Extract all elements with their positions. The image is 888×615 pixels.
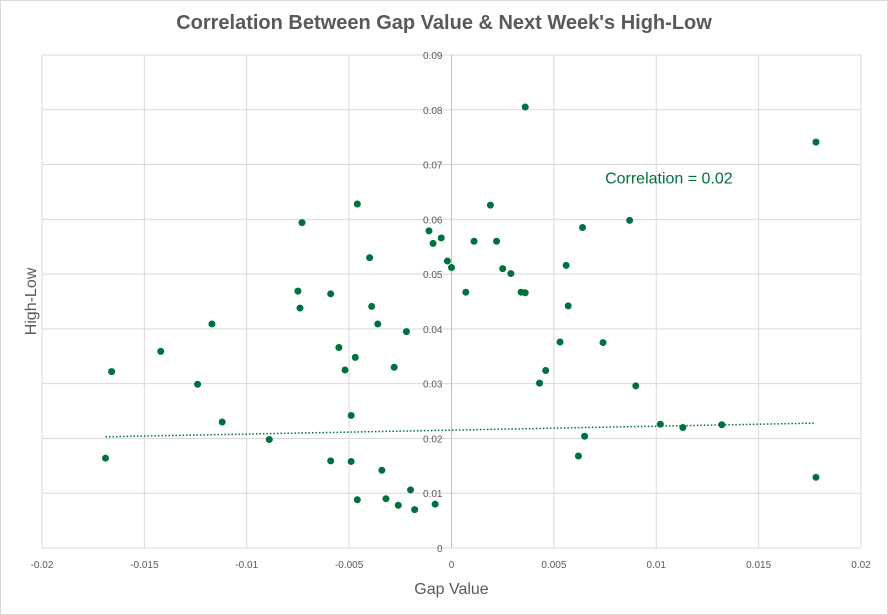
data-point [599,339,607,347]
y-tick-label: 0.02 [423,434,443,445]
data-point [429,239,437,247]
x-tick-label: -0.015 [130,560,159,571]
data-point [581,432,589,440]
data-point [368,302,376,310]
data-point [108,368,116,376]
y-tick-label: 0 [437,544,443,555]
data-point [194,380,202,388]
data-point [425,227,433,235]
data-point [101,454,109,462]
data-point [157,347,165,355]
data-point [353,200,361,208]
data-point [579,224,587,232]
data-point [437,234,445,242]
data-point [486,201,494,209]
y-tick-labels: 0 0.01 0.02 0.03 0.04 0.05 0.06 0.07 0.08 0.09 [423,51,443,555]
trendline [105,422,816,438]
data-point [378,466,386,474]
data-point [402,328,410,336]
y-tick-label: 0.04 [423,325,443,336]
chart-title: Correlation Between Gap Value & Next Wee… [176,12,712,34]
data-point [394,501,402,509]
data-point [812,138,820,146]
data-point [327,457,335,465]
data-point [536,379,544,387]
x-tick-label: -0.01 [235,560,258,571]
y-tick-label: 0.03 [423,380,443,391]
data-point [493,237,501,245]
data-point [218,418,226,426]
data-point [411,506,419,514]
data-point [448,264,455,272]
data-point [542,367,550,375]
correlation-annotation: Correlation = 0.02 [605,171,733,188]
data-point [564,302,572,310]
data-point [407,486,415,494]
data-point [351,353,359,361]
data-point [679,423,687,431]
x-tick-label: -0.02 [31,560,54,571]
data-point [470,237,478,245]
data-point [341,366,349,374]
x-axis-label: Gap Value [414,581,489,598]
x-tick-label: 0 [449,560,455,571]
data-point [812,473,820,481]
data-point [443,257,451,265]
x-tick-label: -0.005 [335,560,364,571]
y-axis-label: High-Low [23,267,40,335]
trendline-group [105,422,816,438]
data-point [265,436,273,444]
y-tick-label: 0.08 [423,106,443,117]
data-point [294,287,302,295]
gridlines [41,54,862,549]
data-point [347,411,355,419]
y-tick-label: 0.09 [423,51,443,62]
x-tick-label: 0.015 [746,560,771,571]
data-point [507,270,515,278]
data-point [462,288,470,296]
data-point [656,420,664,428]
data-point [521,103,529,111]
data-point [390,363,398,371]
data-point [327,290,335,298]
data-point [574,452,582,460]
data-point [499,265,507,273]
data-point [208,320,216,328]
data-point [374,320,382,328]
y-tick-label: 0.06 [423,215,443,226]
data-points [101,103,820,514]
y-tick-label: 0.07 [423,161,443,172]
x-tick-label: 0.02 [851,560,871,571]
y-tick-label: 0.01 [423,489,443,500]
x-tick-label: 0.01 [647,560,667,571]
x-tick-labels: -0.02 -0.015 -0.01 -0.005 0 0.005 0.01 0.015 0.0… [31,560,872,571]
data-point [718,421,726,429]
data-point [431,500,439,508]
data-point [366,254,374,262]
data-point [382,495,390,503]
data-point [517,288,525,296]
data-point [632,382,640,390]
data-point [626,216,634,224]
data-point [562,261,570,269]
data-point [556,338,564,346]
data-point [296,304,304,312]
data-point [347,457,355,465]
data-point [353,496,361,504]
x-tick-label: 0.005 [541,560,566,571]
y-tick-label: 0.05 [423,270,443,281]
data-point [335,344,343,352]
data-point [298,219,306,227]
